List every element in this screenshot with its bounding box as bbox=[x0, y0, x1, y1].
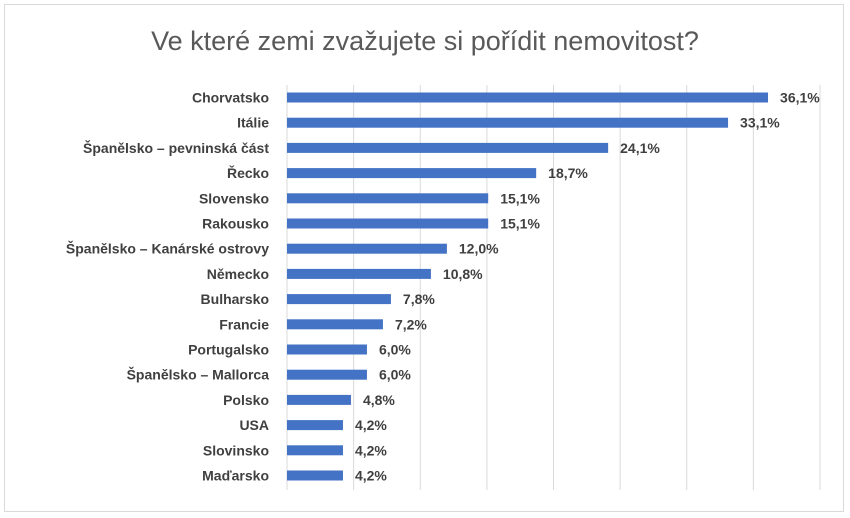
data-label: 15,1% bbox=[500, 190, 540, 206]
bar bbox=[287, 394, 351, 405]
category-label: Rakousko bbox=[202, 216, 269, 232]
bar bbox=[287, 268, 431, 279]
bar bbox=[287, 319, 383, 330]
chart-title: Ve které zemi zvažujete si pořídit nemov… bbox=[151, 26, 699, 56]
data-label: 4,8% bbox=[363, 392, 395, 408]
category-label: Portugalsko bbox=[188, 342, 269, 358]
data-label: 7,8% bbox=[403, 291, 435, 307]
bar bbox=[287, 218, 489, 229]
data-label: 33,1% bbox=[740, 115, 780, 131]
bar bbox=[287, 294, 391, 305]
value-labels: 36,1%33,1%24,1%18,7%15,1%15,1%12,0%10,8%… bbox=[355, 90, 820, 484]
data-label: 36,1% bbox=[780, 90, 820, 106]
category-label: Slovinsko bbox=[203, 442, 269, 458]
bar bbox=[287, 168, 537, 179]
data-label: 6,0% bbox=[379, 367, 411, 383]
category-label: Itálie bbox=[237, 115, 269, 131]
category-label: Polsko bbox=[223, 392, 269, 408]
category-label: Chorvatsko bbox=[192, 90, 269, 106]
bar bbox=[287, 369, 367, 380]
bars bbox=[287, 92, 769, 481]
data-label: 4,2% bbox=[355, 468, 387, 484]
bar bbox=[287, 470, 343, 481]
bar bbox=[287, 344, 367, 355]
category-label: Maďarsko bbox=[202, 468, 269, 484]
category-label: USA bbox=[239, 417, 269, 433]
category-label: Řecko bbox=[227, 164, 269, 181]
bar bbox=[287, 420, 343, 431]
category-label: Bulharsko bbox=[201, 291, 269, 307]
data-label: 24,1% bbox=[620, 140, 660, 156]
bar bbox=[287, 142, 609, 153]
data-label: 12,0% bbox=[459, 241, 499, 257]
bar bbox=[287, 445, 343, 456]
category-label: Slovensko bbox=[199, 190, 269, 206]
data-label: 15,1% bbox=[500, 216, 540, 232]
data-label: 7,2% bbox=[395, 316, 427, 332]
category-label: Francie bbox=[219, 316, 269, 332]
category-label: Španělsko – pevninská část bbox=[83, 139, 269, 156]
bar bbox=[287, 243, 447, 254]
data-label: 4,2% bbox=[355, 442, 387, 458]
category-label: Španělsko – Mallorca bbox=[127, 366, 270, 383]
bar bbox=[287, 193, 489, 204]
data-label: 10,8% bbox=[443, 266, 483, 282]
data-label: 18,7% bbox=[548, 165, 588, 181]
bar bbox=[287, 117, 729, 128]
data-label: 6,0% bbox=[379, 342, 411, 358]
data-label: 4,2% bbox=[355, 417, 387, 433]
bar bbox=[287, 92, 769, 103]
chart-frame bbox=[4, 4, 844, 512]
category-label: Španělsko – Kanárské ostrovy bbox=[66, 240, 269, 257]
category-label: Německo bbox=[207, 266, 269, 282]
category-labels: Chorvatsko Itálie Španělsko – pevninská čá… bbox=[66, 90, 269, 484]
